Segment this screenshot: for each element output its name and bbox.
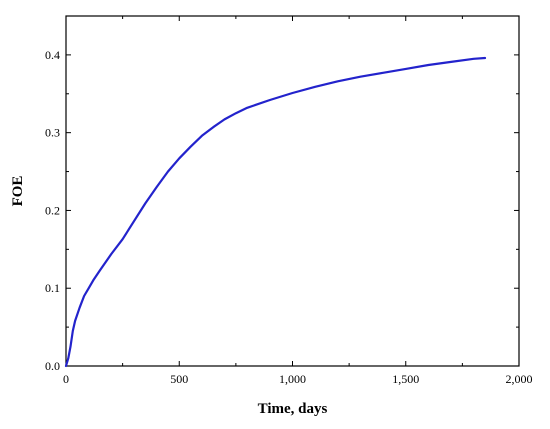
y-tick-label: 0.1 [45, 281, 60, 295]
x-tick-label: 500 [170, 372, 188, 386]
series-layer [64, 56, 487, 368]
x-axis-title: Time, days [258, 401, 328, 417]
x-tick-label: 0 [63, 372, 69, 386]
axes: 0 500 1,000 1,500 2,000 0.0 0.1 0.2 0.3 0.4 [45, 15, 533, 386]
plot-frame [65, 15, 520, 367]
y-tick-label: 0.4 [45, 48, 60, 62]
y-axis-title: FOE [10, 176, 26, 207]
x-tick-label: 1,500 [392, 372, 419, 386]
y-tick-label: 0.0 [45, 359, 60, 373]
series-line [64, 56, 487, 368]
y-tick-label: 0.3 [45, 126, 60, 140]
x-tick-label: 1,000 [279, 372, 306, 386]
y-tick-label: 0.2 [45, 203, 60, 217]
x-tick-label: 2,000 [506, 372, 533, 386]
